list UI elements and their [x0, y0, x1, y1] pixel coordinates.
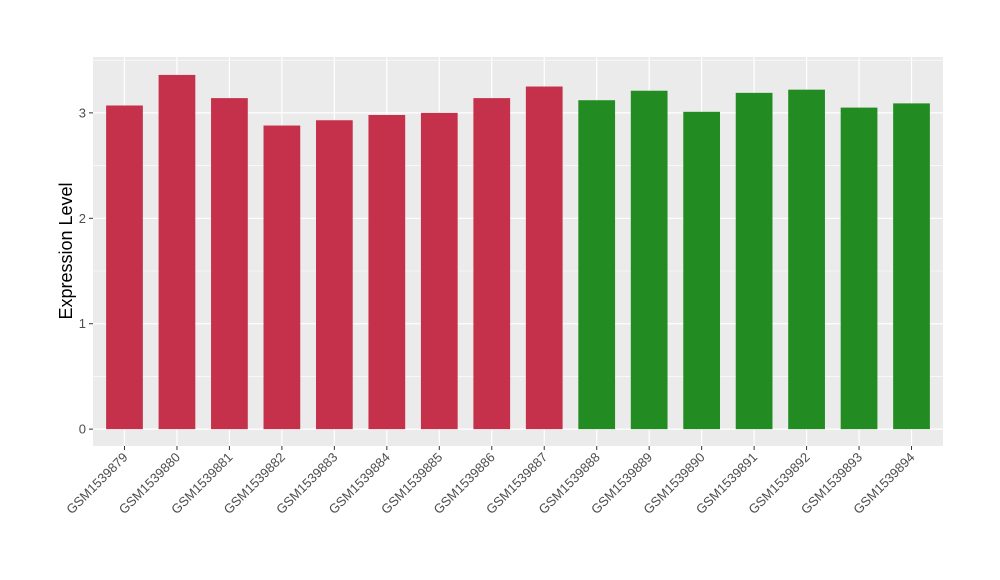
- bar-GSM1539882: [263, 125, 301, 430]
- bar-GSM1539886: [473, 98, 511, 430]
- bar-GSM1539887: [525, 86, 563, 430]
- bar-GSM1539881: [211, 98, 248, 430]
- x-axis: GSM1539879GSM1539880GSM1539881GSM1539882…: [63, 446, 918, 517]
- y-tick-label: 2: [79, 211, 86, 226]
- bar-GSM1539880: [158, 74, 196, 430]
- bar-GSM1539885: [420, 112, 458, 430]
- bar-GSM1539892: [788, 89, 825, 430]
- bar-GSM1539890: [683, 111, 721, 430]
- y-tick-label: 1: [79, 316, 86, 331]
- y-tick-label: 0: [79, 422, 86, 437]
- bars: [106, 74, 930, 430]
- bar-GSM1539891: [735, 92, 773, 430]
- bar-GSM1539894: [893, 103, 930, 430]
- bar-GSM1539893: [840, 107, 878, 430]
- y-axis: 0 1 2 3: [79, 105, 93, 437]
- y-tick-label: 3: [79, 105, 86, 120]
- y-axis-title: Expression Level: [56, 182, 76, 319]
- bar-GSM1539888: [578, 100, 616, 430]
- bar-GSM1539879: [106, 105, 143, 430]
- bar-GSM1539883: [315, 120, 353, 430]
- bar-GSM1539884: [368, 114, 406, 430]
- bar-GSM1539889: [630, 90, 668, 430]
